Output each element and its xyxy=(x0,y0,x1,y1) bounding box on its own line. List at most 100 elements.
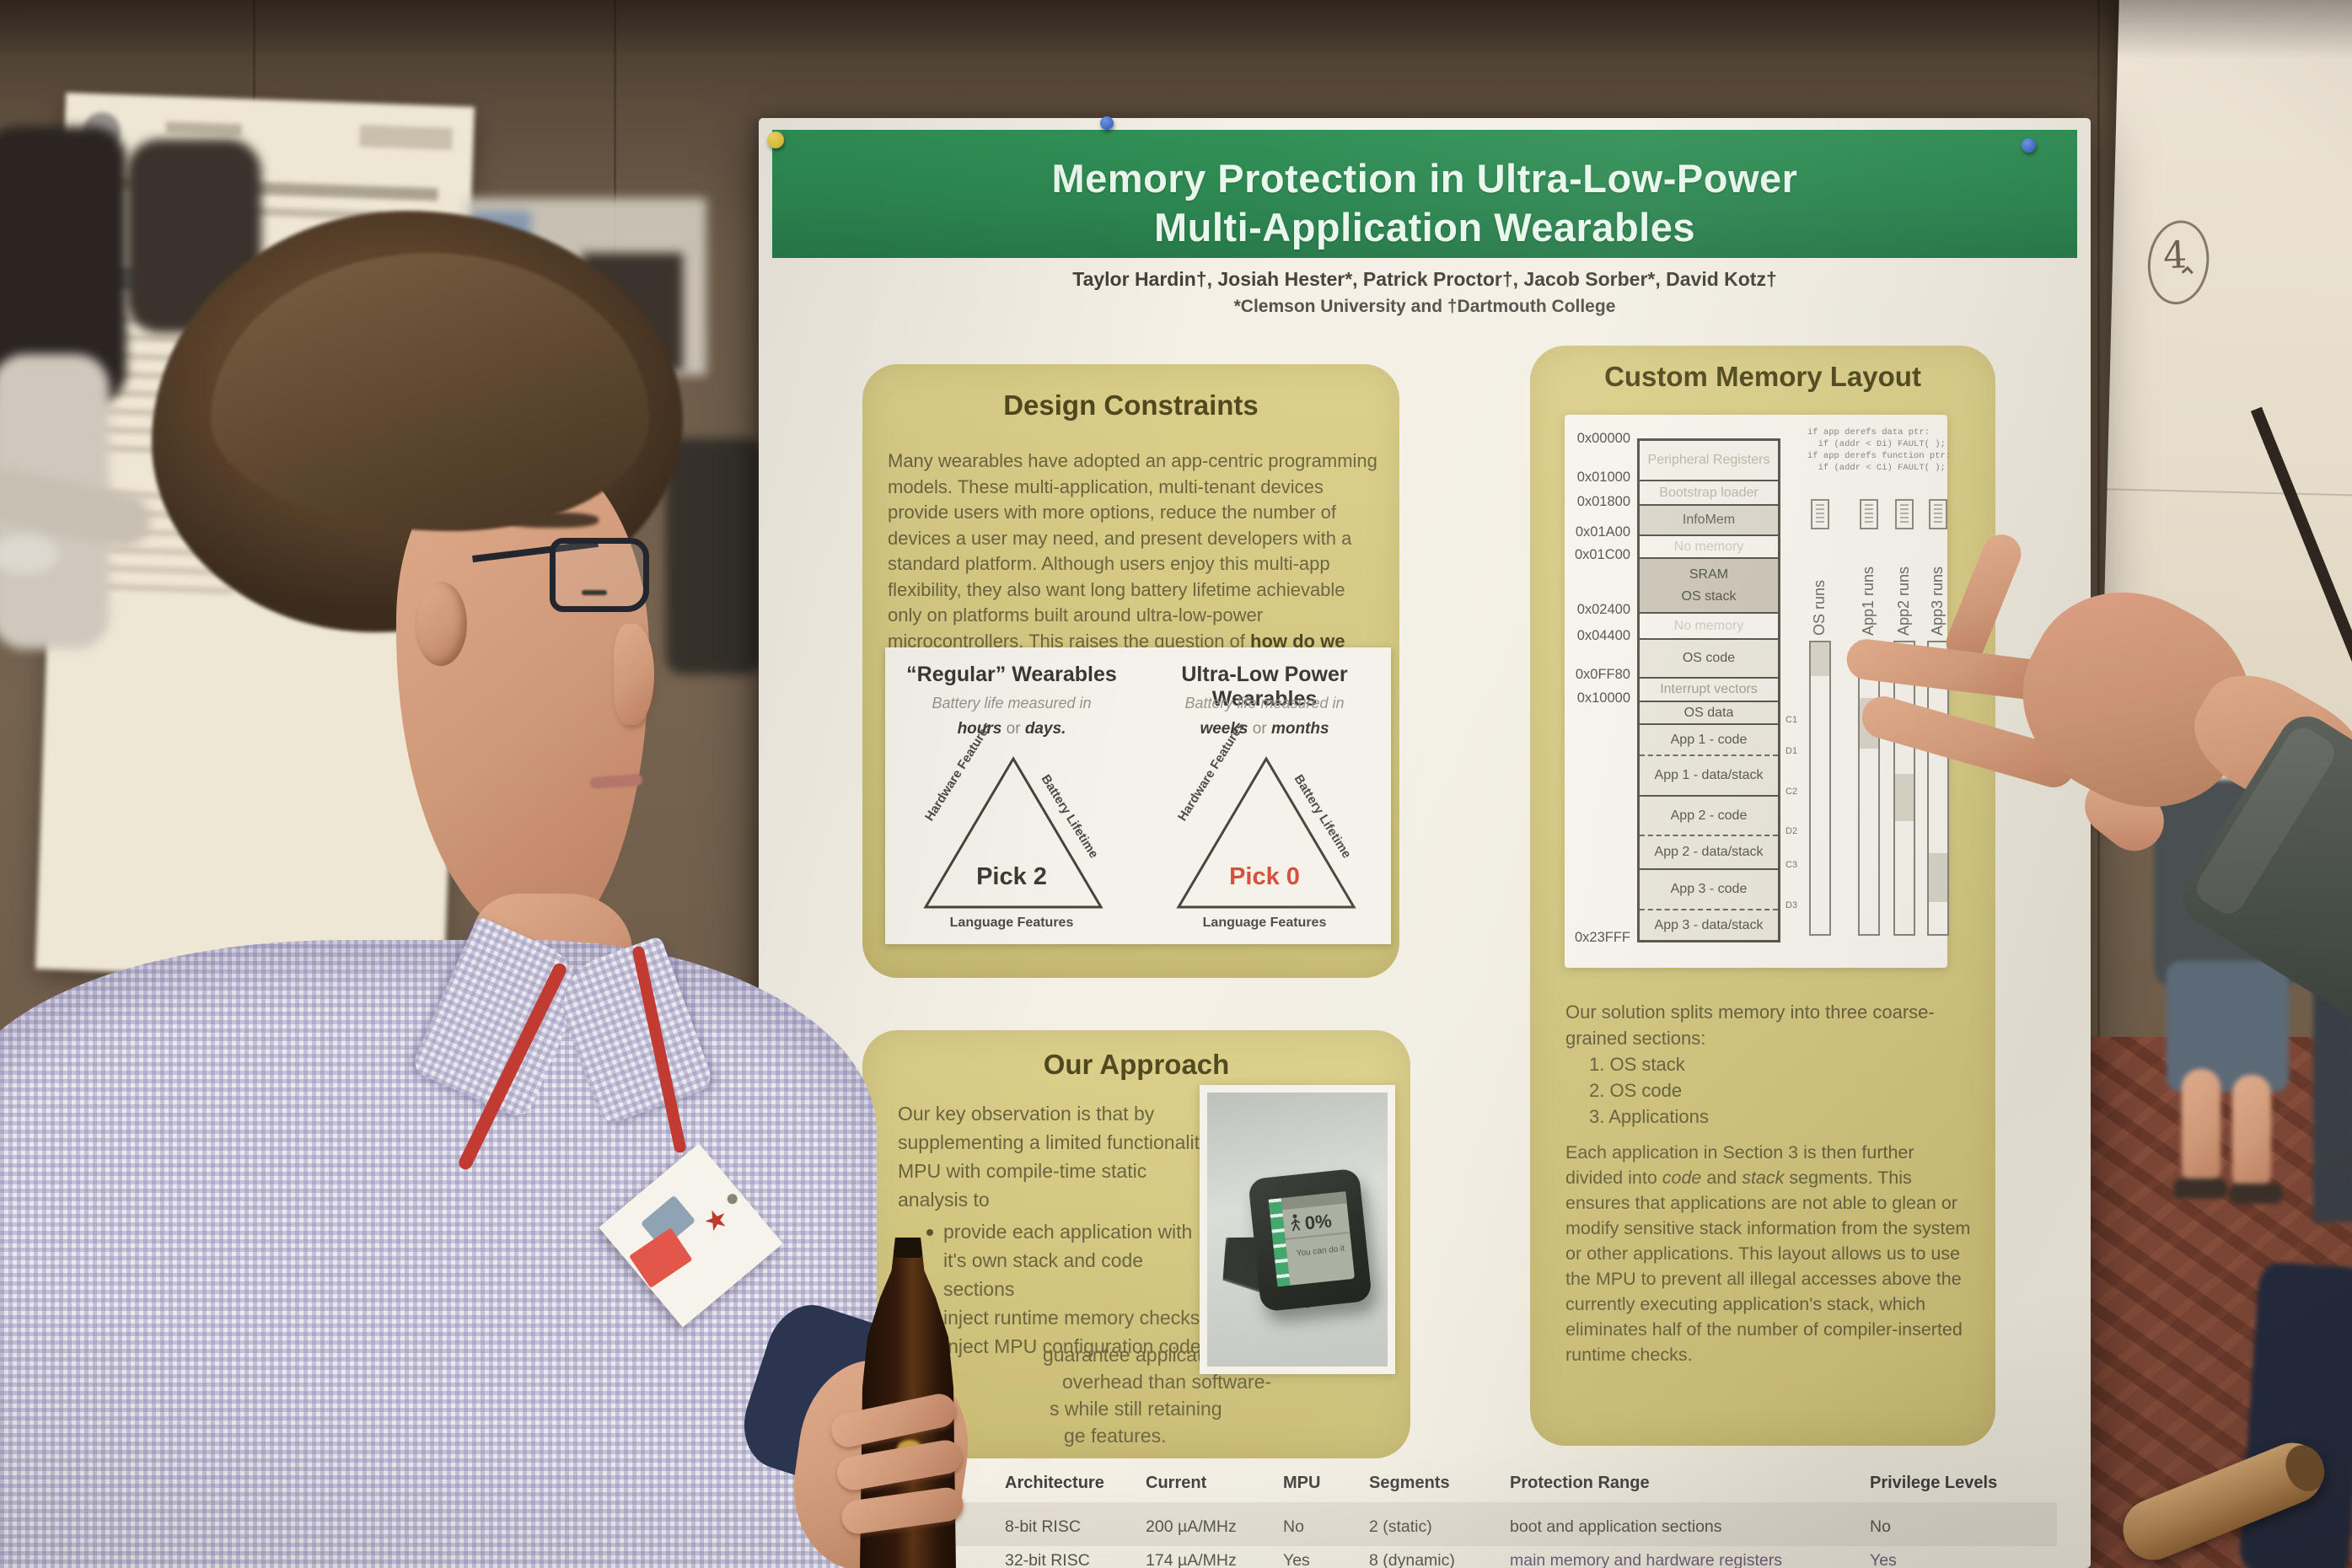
triangle-outline xyxy=(923,756,1104,909)
smartwatch-photo: 0% You can do it xyxy=(1200,1085,1395,1374)
background-poster-line xyxy=(165,121,243,137)
segment-interrupt-vectors: Interrupt vectors xyxy=(1640,677,1778,701)
row2-current: 174 µA/MHz xyxy=(1146,1551,1237,1568)
code-note-4: if (addr < Ci) FAULT( ); xyxy=(1807,463,1946,473)
bystander-leg xyxy=(2232,1075,2271,1193)
pointing-thumb xyxy=(1940,529,2027,669)
approach-occluded-line-2: overhead than software- xyxy=(1062,1371,1272,1393)
regular-wearables-subtitle: Battery life measured in xyxy=(932,695,1092,712)
segment-os-code: OS code xyxy=(1640,638,1778,677)
body2-stack-italic: stack xyxy=(1742,1168,1785,1188)
row1-current: 200 µA/MHz xyxy=(1146,1517,1237,1536)
pointing-hand-group xyxy=(1838,506,2352,1031)
marker-d3: D3 xyxy=(1785,900,1798,910)
mpu-strip-app2 xyxy=(1893,641,1915,936)
addr-0x01C00: 0x01C00 xyxy=(1574,547,1630,562)
triangle-outline xyxy=(1176,756,1356,909)
ulp-wearables-diagram: Ultra-Low Power Wearables Battery life m… xyxy=(1138,647,1391,944)
our-approach-heading: Our Approach xyxy=(1043,1049,1230,1080)
poster-title-band: Memory Protection in Ultra-Low-Power Mul… xyxy=(772,130,2077,258)
memory-body2-text: Each application in Section 3 is then fu… xyxy=(1565,1140,1974,1367)
poster-authors: Taylor Hardin†, Josiah Hester*, Patrick … xyxy=(1072,268,1777,290)
code-note-2: if (addr < Di) FAULT( ); xyxy=(1807,439,1946,449)
bottle-cap xyxy=(894,1238,922,1258)
presenter-nose xyxy=(614,624,654,725)
approach-bullet-1: provide each application with it's own s… xyxy=(921,1217,1216,1303)
col-current: Current xyxy=(1146,1474,1207,1492)
addr-0x01000: 0x01000 xyxy=(1576,470,1630,485)
poster-affiliation: *Clemson University and †Dartmouth Colle… xyxy=(1233,297,1616,316)
design-constraints-heading: Design Constraints xyxy=(1003,389,1259,421)
col-segments: Segments xyxy=(1369,1474,1450,1492)
ulp-wearables-title: Ultra-Low Power Wearables xyxy=(1181,663,1348,711)
blue-pushpin xyxy=(1100,116,1114,130)
memory-map-diagram: if app derefs data ptr: if (addr < Di) F… xyxy=(1565,415,1951,968)
row1-segments: 2 (static) xyxy=(1369,1517,1432,1536)
col-privilege-levels: Privilege Levels xyxy=(1870,1474,1998,1492)
wearables-comparison-figure: “Regular” Wearables Battery life measure… xyxy=(885,647,1391,944)
segment-app1-data-stack: App 1 - data/stack xyxy=(1640,754,1778,795)
body2-code-italic: code xyxy=(1662,1168,1702,1188)
segment-no-memory-2: No memory xyxy=(1640,612,1778,638)
bystander-leg xyxy=(2182,1069,2220,1187)
marker-d1: D1 xyxy=(1785,746,1798,756)
addr-0x01800: 0x01800 xyxy=(1576,494,1630,509)
regular-wearables-diagram: “Regular” Wearables Battery life measure… xyxy=(885,647,1138,944)
memory-layout-heading: Custom Memory Layout xyxy=(1604,361,1921,392)
row1-range: boot and application sections xyxy=(1510,1517,1722,1536)
watch-screen: 0% You can do it xyxy=(1268,1191,1356,1287)
addr-0x02400: 0x02400 xyxy=(1576,602,1630,617)
code-note-1: if app derefs data ptr: xyxy=(1807,427,1930,438)
flip-flop xyxy=(2229,1184,2283,1204)
addr-0x00000: 0x00000 xyxy=(1576,431,1630,446)
addr-0x01A00: 0x01A00 xyxy=(1575,524,1630,540)
segment-app3-data-stack: App 3 - data/stack xyxy=(1640,909,1778,940)
presenter-eyebrow xyxy=(506,513,599,528)
unit-days: days. xyxy=(1024,720,1066,738)
badge-hole xyxy=(725,1191,740,1206)
ulp-wearables-subtitle: Battery life measured in xyxy=(1184,695,1345,712)
pick-0-label: Pick 0 xyxy=(1229,863,1300,890)
column-os-runs: OS runs xyxy=(1811,579,1828,636)
design-constraints-box: Design Constraints Many wearables have a… xyxy=(862,364,1399,978)
design-constraints-body: Many wearables have adopted an app-centr… xyxy=(888,450,1377,652)
mpu-config-box-app3 xyxy=(1929,499,1947,529)
watch-body: 0% You can do it xyxy=(1248,1168,1372,1313)
presenter-ear xyxy=(415,582,467,666)
our-approach-box: Our Approach Our key observation is that… xyxy=(862,1030,1410,1458)
glasses-lens xyxy=(550,538,649,612)
unit-conj: or xyxy=(1252,720,1267,738)
regular-wearables-title: “Regular” Wearables xyxy=(906,663,1117,686)
approach-bullet-2: inject runtime memory checks xyxy=(921,1303,1216,1332)
solution-item-1: 1. OS stack xyxy=(1589,1054,1685,1075)
col-architecture: Architecture xyxy=(1005,1474,1104,1492)
segment-sram: SRAM xyxy=(1689,567,1729,582)
mpu-config-box-os xyxy=(1811,499,1829,529)
segment-app1-code: App 1 - code xyxy=(1640,723,1778,754)
marker-c3: C3 xyxy=(1785,860,1798,870)
triangle-bottom-language: Language Features xyxy=(1202,916,1327,930)
segment-app3-code: App 3 - code xyxy=(1640,868,1778,909)
walking-person-icon xyxy=(1291,1214,1301,1232)
segment-app2-data-stack: App 2 - data/stack xyxy=(1640,835,1778,868)
pick-2-label: Pick 2 xyxy=(976,863,1047,890)
row2-priv: Yes xyxy=(1870,1551,1897,1568)
solution-item-2: 2. OS code xyxy=(1589,1080,1683,1101)
mpu-strip-app3 xyxy=(1927,641,1949,936)
marker-c2: C2 xyxy=(1785,787,1798,797)
poster-title-line1: Memory Protection in Ultra-Low-Power xyxy=(1051,156,1798,201)
handdrawn-circle: 4 xyxy=(2142,217,2215,309)
addr-0x04400: 0x04400 xyxy=(1576,628,1630,643)
watch-percent-value: 0% xyxy=(1303,1210,1333,1234)
body2-post: segments. This ensures that applications… xyxy=(1565,1168,1971,1365)
triangle-bottom-language: Language Features xyxy=(949,916,1074,930)
presenter-hair-top xyxy=(211,253,649,531)
board-crease xyxy=(2107,488,2352,497)
watch-caption: You can do it xyxy=(1296,1243,1345,1259)
approach-occluded-line-4: ge features. xyxy=(1064,1425,1167,1447)
smartwatch-photo-inner: 0% You can do it xyxy=(1207,1093,1388,1367)
mpu-config-box-app1 xyxy=(1860,499,1878,529)
row1-arch: 8-bit RISC xyxy=(1005,1517,1081,1536)
ulp-wearables-units: weeks or months xyxy=(1138,720,1391,738)
